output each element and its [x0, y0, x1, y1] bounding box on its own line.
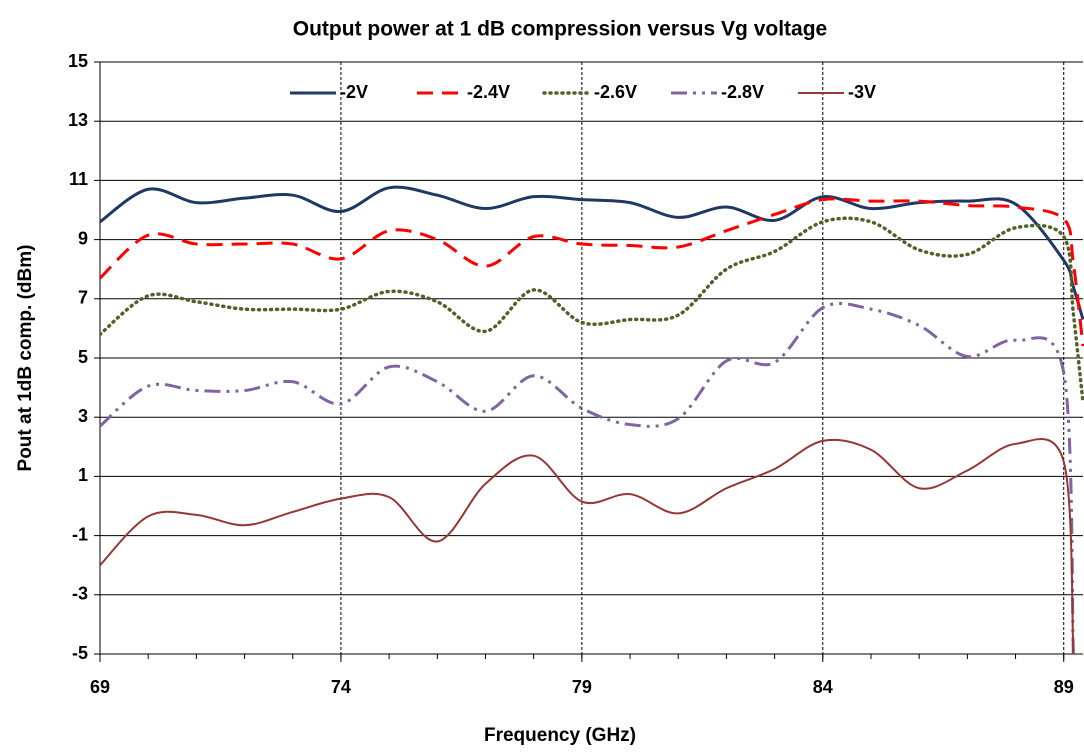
- y-axis-label: Pout at 1dB comp. (dBm): [15, 245, 36, 472]
- legend-label: -2.4V: [467, 82, 510, 102]
- legend-label: -2.6V: [594, 82, 637, 102]
- y-tick-label: -1: [72, 524, 88, 544]
- y-tick-label: -5: [72, 643, 88, 663]
- x-tick-label: 84: [813, 677, 833, 697]
- x-tick-label: 79: [572, 677, 592, 697]
- legend-label: -2.8V: [721, 82, 764, 102]
- y-tick-label: 5: [78, 347, 88, 367]
- x-tick-label: 69: [90, 677, 110, 697]
- y-tick-label: 3: [78, 406, 88, 426]
- series-line: [100, 216, 1084, 405]
- legend-label: -2V: [340, 82, 368, 102]
- series-line: [100, 301, 1075, 655]
- series-line: [100, 438, 1075, 655]
- y-tick-label: 7: [78, 288, 88, 308]
- y-tick-label: 15: [68, 51, 88, 71]
- chart-title: Output power at 1 dB compression versus …: [293, 18, 827, 41]
- y-tick-label: 1: [78, 465, 88, 485]
- y-tick-label: -3: [72, 584, 88, 604]
- x-axis-label: Frequency (GHz): [484, 725, 636, 746]
- series-line: [100, 197, 1084, 347]
- x-tick-label: 89: [1054, 677, 1074, 697]
- y-tick-label: 13: [68, 110, 88, 130]
- x-tick-label: 74: [331, 677, 351, 697]
- y-tick-label: 11: [69, 169, 88, 189]
- y-tick-label: 9: [78, 228, 88, 248]
- legend-label: -3V: [848, 82, 876, 102]
- series-line: [100, 185, 1084, 320]
